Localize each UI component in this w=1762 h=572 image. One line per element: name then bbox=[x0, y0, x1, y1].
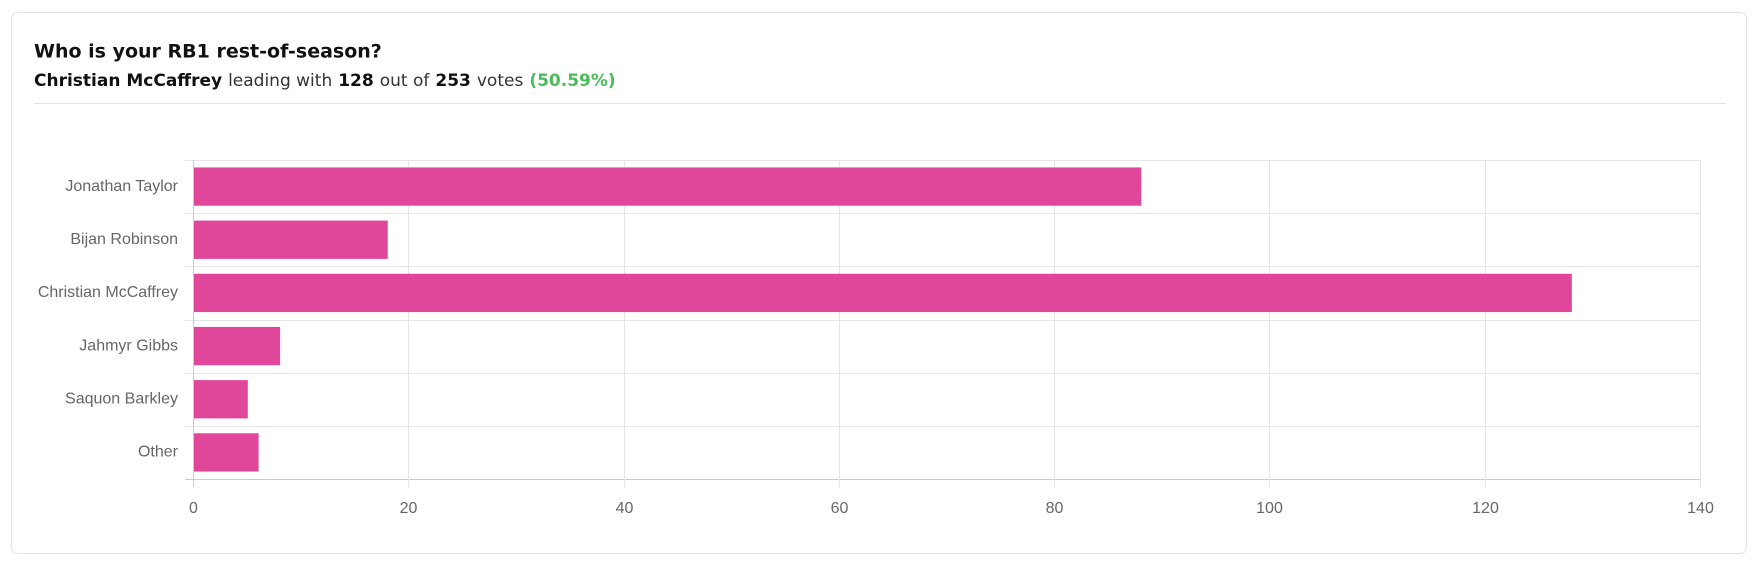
poll-title: Who is your RB1 rest-of-season? bbox=[34, 41, 382, 63]
leading-text: leading with bbox=[228, 71, 332, 91]
y-tick-label: Jahmyr Gibbs bbox=[79, 337, 178, 354]
y-tick-label: Christian McCaffrey bbox=[38, 284, 178, 301]
out-of-text: out of bbox=[380, 71, 431, 91]
x-tick-label: 40 bbox=[616, 500, 634, 517]
votes-text: votes bbox=[477, 71, 524, 91]
leader-name: Christian McCaffrey bbox=[34, 71, 222, 91]
x-tick-label: 60 bbox=[831, 500, 849, 517]
leader-votes: 128 bbox=[338, 71, 374, 91]
y-tick-label: Other bbox=[138, 444, 179, 461]
x-tick-label: 80 bbox=[1046, 500, 1064, 517]
x-tick-label: 140 bbox=[1687, 500, 1714, 517]
bar bbox=[194, 380, 248, 419]
y-tick-label: Bijan Robinson bbox=[70, 231, 178, 248]
x-tick-label: 100 bbox=[1256, 500, 1283, 517]
x-tick-label: 20 bbox=[400, 500, 418, 517]
bar bbox=[194, 326, 281, 366]
x-tick-label: 120 bbox=[1472, 500, 1499, 517]
x-tick-label: 0 bbox=[189, 500, 198, 517]
poll-subtitle: Christian McCaffrey leading with 128 out of… bbox=[34, 71, 616, 91]
bar bbox=[194, 167, 1142, 206]
bar bbox=[194, 433, 259, 472]
total-votes: 253 bbox=[435, 71, 471, 91]
bar bbox=[194, 220, 388, 259]
chart: 0 20 40 60 80 100 120 140 Jonathan Taylor Bijan R… bbox=[38, 160, 1714, 517]
y-tick-label: Jonathan Taylor bbox=[65, 178, 178, 195]
leader-percent: (50.59%) bbox=[529, 71, 615, 91]
bar bbox=[194, 273, 1572, 313]
y-tick-label: Saquon Barkley bbox=[65, 390, 178, 407]
